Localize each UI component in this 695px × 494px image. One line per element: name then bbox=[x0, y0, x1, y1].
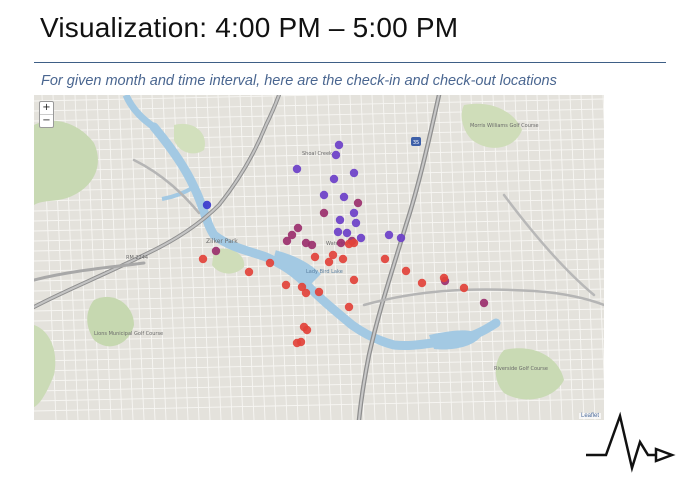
location-point-checkout[interactable] bbox=[292, 164, 302, 174]
location-point-checkout[interactable] bbox=[319, 190, 329, 200]
rm-2244-label: RM 2244 bbox=[126, 255, 148, 261]
location-point-checkin[interactable] bbox=[310, 252, 320, 262]
location-point-midpoint[interactable] bbox=[336, 238, 346, 248]
location-point-checkout[interactable] bbox=[349, 208, 359, 218]
zoom-out-button[interactable]: − bbox=[40, 114, 53, 127]
location-point-checkout[interactable] bbox=[329, 174, 339, 184]
location-point-midpoint[interactable] bbox=[211, 246, 221, 256]
shoal-creek-label: Shoal Creek bbox=[302, 151, 332, 157]
location-point-checkout[interactable] bbox=[349, 168, 359, 178]
zoom-in-button[interactable]: + bbox=[42, 102, 51, 113]
location-point-checkin[interactable] bbox=[344, 302, 354, 312]
location-point-checkin[interactable] bbox=[314, 287, 324, 297]
lions-golf-label: Lions Municipal Golf Course bbox=[94, 331, 163, 337]
zilker-park-label: Zilker Park bbox=[206, 238, 238, 245]
location-point-checkout[interactable] bbox=[339, 192, 349, 202]
riverside-label: Riverside Golf Course bbox=[494, 366, 548, 372]
location-point-checkin[interactable] bbox=[417, 278, 427, 288]
location-point-checkin[interactable] bbox=[324, 257, 334, 267]
location-point-checkin[interactable] bbox=[301, 288, 311, 298]
location-point-checkout[interactable] bbox=[331, 150, 341, 160]
location-point-midpoint[interactable] bbox=[319, 208, 329, 218]
slide-subtitle: For given month and time interval, here … bbox=[41, 73, 557, 89]
location-point-midpoint[interactable] bbox=[479, 298, 489, 308]
location-point-midpoint[interactable] bbox=[353, 198, 363, 208]
pulse-arrow-logo-icon bbox=[586, 411, 676, 473]
location-point-checkout[interactable] bbox=[335, 215, 345, 225]
location-point-midpoint[interactable] bbox=[307, 240, 317, 250]
location-point-checkin[interactable] bbox=[281, 280, 291, 290]
location-point-checkin[interactable] bbox=[328, 250, 338, 260]
lady-bird-lake-label: Lady Bird Lake bbox=[306, 269, 343, 275]
location-point-checkin[interactable] bbox=[459, 283, 469, 293]
location-point-checkout[interactable] bbox=[333, 227, 343, 237]
highways bbox=[34, 95, 604, 420]
morris-williams-label: Morris Williams Golf Course bbox=[470, 123, 539, 129]
zoom-control: + − bbox=[39, 101, 54, 128]
colorado-river bbox=[122, 95, 501, 350]
park-areas bbox=[34, 103, 564, 407]
location-point-checkout[interactable] bbox=[342, 228, 352, 238]
location-point-checkin[interactable] bbox=[297, 282, 307, 292]
map-canvas[interactable]: Zilker Park RM 2244 Shoal Creek Lady Bir… bbox=[34, 95, 604, 420]
location-point-checkin[interactable] bbox=[380, 254, 390, 264]
location-point-checkin[interactable] bbox=[299, 322, 309, 332]
svg-text:35: 35 bbox=[413, 140, 419, 146]
checkin-checkout-points bbox=[198, 140, 489, 348]
location-point-checkin[interactable] bbox=[198, 254, 208, 264]
location-point-checkin[interactable] bbox=[439, 273, 449, 283]
location-point-checkin[interactable] bbox=[292, 338, 302, 348]
map-panel[interactable]: Zilker Park RM 2244 Shoal Creek Lady Bir… bbox=[34, 95, 604, 420]
location-point-midpoint[interactable] bbox=[282, 236, 292, 246]
location-point-checkout[interactable] bbox=[384, 230, 394, 240]
location-point-checkout[interactable] bbox=[396, 233, 406, 243]
location-point-checkin[interactable] bbox=[265, 258, 275, 268]
location-point-midpoint[interactable] bbox=[293, 223, 303, 233]
i35-shield-icon: 35 bbox=[411, 137, 421, 146]
location-point-checkout[interactable] bbox=[356, 233, 366, 243]
title-divider bbox=[34, 62, 666, 63]
location-point-far[interactable] bbox=[202, 200, 212, 210]
location-point-checkin[interactable] bbox=[338, 254, 348, 264]
location-point-checkout[interactable] bbox=[351, 218, 361, 228]
map-attribution-link[interactable]: Leaflet bbox=[578, 413, 601, 419]
location-point-checkin[interactable] bbox=[401, 266, 411, 276]
location-point-checkout[interactable] bbox=[334, 140, 344, 150]
slide-title: Visualization: 4:00 PM – 5:00 PM bbox=[40, 12, 459, 43]
location-point-checkin[interactable] bbox=[349, 275, 359, 285]
location-point-midpoint[interactable] bbox=[287, 230, 297, 240]
location-point-checkin[interactable] bbox=[244, 267, 254, 277]
location-point-checkin[interactable] bbox=[349, 238, 359, 248]
